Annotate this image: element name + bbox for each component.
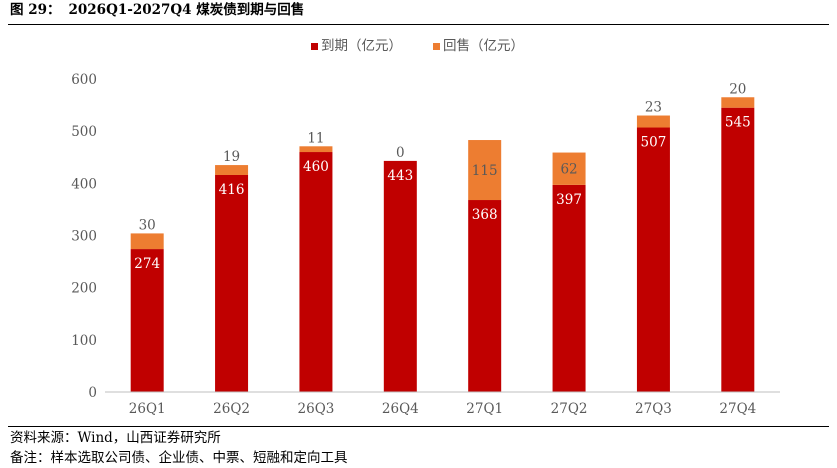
x-tick-label: 27Q4 — [719, 401, 756, 417]
figure-title: 图 29： 2026Q1-2027Q4 煤炭债到期与回售 — [10, 0, 312, 22]
bar-maturity — [130, 249, 164, 392]
legend-label-putback: 回售（亿元） — [443, 38, 524, 54]
data-label-putback: 19 — [223, 149, 240, 165]
data-label-maturity: 397 — [556, 192, 582, 208]
bar-maturity — [636, 127, 670, 392]
x-tick-label: 26Q1 — [129, 401, 166, 417]
data-label-putback: 23 — [645, 100, 662, 116]
data-label-putback: 115 — [472, 163, 498, 179]
legend-label-maturity: 到期（亿元） — [321, 38, 402, 54]
bar-putback — [130, 233, 164, 250]
bar-maturity — [468, 200, 502, 392]
bar-maturity — [721, 107, 755, 393]
data-label-maturity: 274 — [134, 256, 160, 272]
bar-putback — [468, 140, 502, 201]
data-label-maturity: 545 — [725, 115, 751, 131]
x-tick-label: 27Q1 — [466, 401, 503, 417]
source-text: 资料来源：Wind，山西证券研究所 — [10, 430, 221, 446]
data-label-putback: 30 — [139, 217, 156, 233]
bar-putback — [552, 152, 586, 185]
data-label-putback: 0 — [396, 145, 405, 161]
legend-swatch-maturity — [311, 43, 318, 50]
top-rule — [8, 24, 829, 25]
x-axis: 26Q1 26Q2 26Q3 26Q4 27Q1 27Q2 27Q3 27Q4 — [105, 391, 780, 417]
x-tick-label: 26Q3 — [298, 401, 335, 417]
y-tick-label: 300 — [71, 229, 97, 245]
data-label-maturity: 443 — [387, 168, 413, 184]
y-tick-label: 400 — [71, 176, 97, 192]
y-tick-label: 500 — [71, 124, 97, 140]
bottom-rule — [8, 426, 829, 427]
x-tick-label: 26Q2 — [213, 401, 250, 417]
y-tick-label: 600 — [71, 72, 97, 88]
y-tick-label: 100 — [71, 333, 97, 349]
data-label-putback: 20 — [729, 81, 746, 97]
bar-maturity — [299, 152, 333, 392]
legend-swatch-putback — [433, 43, 440, 50]
x-tick-label: 27Q3 — [635, 401, 672, 417]
data-label-maturity: 460 — [303, 159, 329, 175]
y-axis: 0 100 200 300 400 500 600 — [71, 72, 97, 401]
data-label-maturity: 368 — [472, 207, 498, 223]
bar-maturity — [552, 184, 586, 392]
legend: 到期（亿元） 回售（亿元） — [311, 38, 524, 54]
data-label-maturity: 416 — [219, 182, 245, 198]
y-tick-label: 200 — [71, 281, 97, 297]
note-text: 备注：样本选取公司债、企业债、中票、短融和定向工具 — [10, 450, 348, 466]
data-label-maturity: 507 — [641, 135, 667, 151]
bar-maturity — [383, 160, 417, 392]
data-label-putback: 11 — [307, 130, 324, 146]
data-label-putback: 62 — [560, 162, 577, 178]
bar-maturity — [215, 174, 249, 392]
x-tick-label: 26Q4 — [382, 401, 419, 417]
bars: 274 30 416 19 460 11 443 0 368 115 397 62 507 23 545 20 — [130, 81, 755, 393]
bar-putback — [721, 97, 755, 108]
y-tick-label: 0 — [88, 385, 97, 401]
figure-label: 图 29： — [10, 2, 61, 18]
bar-putback — [636, 115, 670, 128]
figure-title-text: 2026Q1-2027Q4 煤炭债到期与回售 — [68, 2, 305, 18]
x-tick-label: 27Q2 — [551, 401, 588, 417]
bar-putback — [215, 165, 249, 175]
bar-putback — [299, 146, 333, 153]
